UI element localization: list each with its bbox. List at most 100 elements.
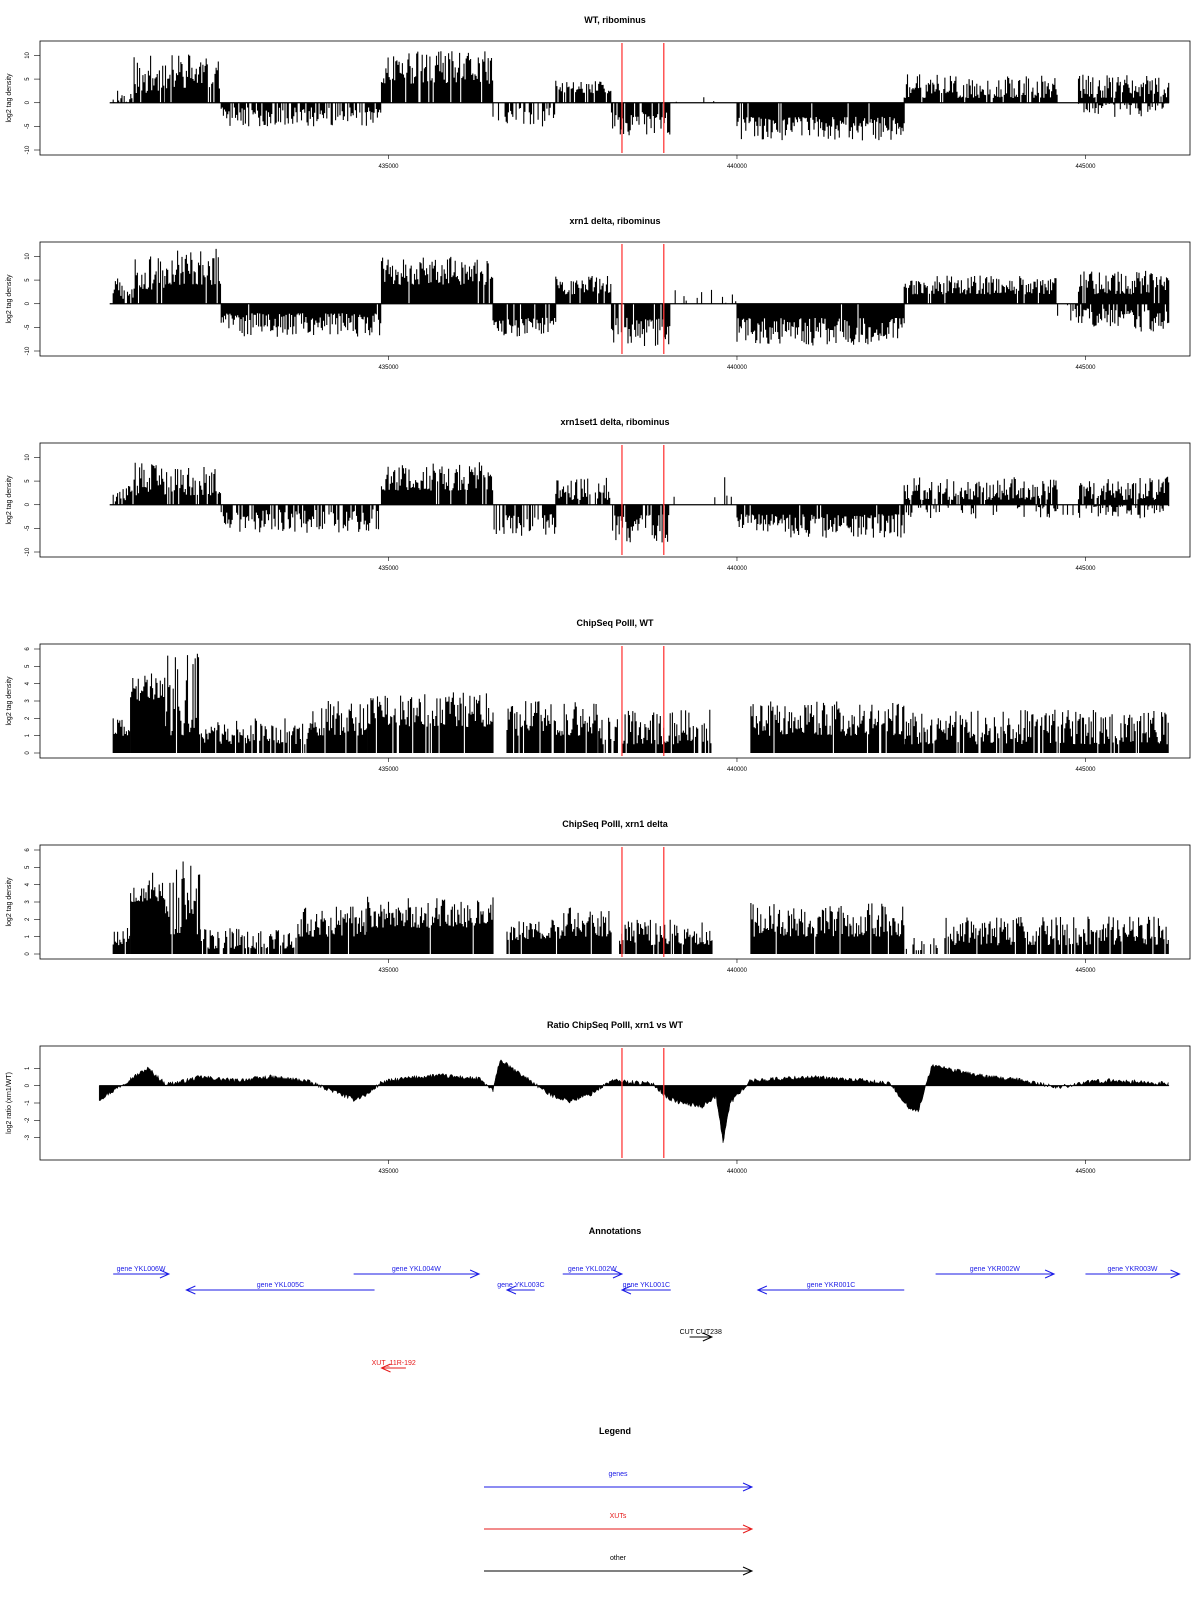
- panel-title: ChipSeq PolII, xrn1 delta: [562, 819, 669, 829]
- y-tick-label: 5: [25, 865, 31, 869]
- y-tick-label: 0: [25, 301, 31, 305]
- feature-label: gene YKL001C: [623, 1282, 670, 1289]
- annotation-feature: gene YKR002W: [935, 1266, 1056, 1279]
- y-tick-label: 10: [25, 252, 31, 259]
- feature-label: gene YKR003W: [1107, 1266, 1157, 1273]
- bar-segment: [736, 102, 905, 141]
- feature-label: gene YKL005C: [257, 1282, 304, 1289]
- bar-segment: [367, 692, 494, 753]
- feature-arrow-head: [756, 1285, 768, 1295]
- legend-label: other: [610, 1555, 627, 1562]
- legend-title: Legend: [599, 1426, 631, 1436]
- y-tick-label: -5: [25, 324, 31, 330]
- x-tick-label: 445000: [1075, 365, 1096, 371]
- annotation-feature: CUT CUT238: [680, 1329, 722, 1342]
- bar-segment: [750, 903, 905, 954]
- bar-segment: [164, 467, 222, 505]
- x-tick-label: 445000: [1075, 968, 1096, 974]
- feature-label: CUT CUT238: [680, 1329, 722, 1336]
- bar-segment: [220, 303, 382, 337]
- bar-segment: [133, 55, 165, 103]
- bar-segment: [112, 718, 131, 753]
- feature-arrow-head: [620, 1285, 632, 1295]
- y-tick-label: -5: [25, 123, 31, 129]
- y-tick-label: 3: [25, 699, 31, 703]
- y-tick-label: -2: [25, 1117, 31, 1123]
- y-tick-label: 10: [25, 453, 31, 460]
- bar-segment: [130, 673, 166, 753]
- x-tick-label: 445000: [1075, 767, 1096, 773]
- x-tick-label: 435000: [378, 767, 399, 773]
- data-bars: [112, 248, 1170, 346]
- annotation-feature: gene YKL005C: [185, 1282, 375, 1295]
- track-panel-1: WT, ribominus log2 tag density -10 -5 0 5 10 43…: [6, 15, 1191, 170]
- bar-segment: [200, 718, 312, 753]
- plot-frame: [39, 241, 1191, 357]
- legend-label: genes: [608, 1471, 628, 1478]
- bar-segment: [903, 74, 1058, 103]
- y-tick-label: 1: [25, 733, 31, 737]
- x-tick-label: 445000: [1075, 164, 1096, 170]
- bar-segment: [220, 102, 382, 127]
- y-tick-label: 0: [25, 751, 31, 755]
- bar-segment: [612, 504, 670, 543]
- feature-arrow-head: [469, 1269, 481, 1279]
- track-panel-6: Ratio ChipSeq PolII, xrn1 vs WT log2 rati…: [6, 1020, 1191, 1175]
- annotation-feature: gene YKL004W: [353, 1266, 481, 1279]
- y-tick-label: 4: [25, 882, 31, 886]
- annotation-feature: gene YKR003W: [1085, 1266, 1181, 1279]
- panel-title: xrn1set1 delta, ribominus: [560, 417, 669, 427]
- bar-segment: [130, 872, 166, 954]
- x-tick-label: 435000: [378, 365, 399, 371]
- bar-segment: [220, 504, 380, 533]
- y-axis-label: log2 tag density: [6, 475, 13, 525]
- x-tick-label: 435000: [378, 968, 399, 974]
- y-tick-label: -3: [25, 1134, 31, 1140]
- y-tick-label: 2: [25, 716, 31, 720]
- x-tick-label: 440000: [727, 566, 748, 572]
- bar-segment: [1077, 270, 1170, 304]
- data-bars: [112, 861, 1169, 954]
- feature-label: gene YKL002W: [568, 1266, 617, 1273]
- y-tick-label: -10: [25, 145, 31, 154]
- feature-label: XUT_11R-192: [372, 1360, 416, 1367]
- annotation-feature: gene YKL002W: [562, 1266, 624, 1279]
- bar-segment: [112, 486, 133, 505]
- legend-label: XUTs: [610, 1513, 627, 1520]
- panel-title: ChipSeq PolII, WT: [577, 618, 654, 628]
- bar-segment: [610, 303, 671, 346]
- feature-arrow-head: [159, 1269, 171, 1279]
- bar-segment: [1077, 504, 1170, 519]
- plot-frame: [39, 442, 1191, 558]
- annotation-feature: XUT_11R-192: [372, 1360, 416, 1373]
- feature-label: gene YKL003C: [497, 1282, 544, 1289]
- legend-item: XUTs: [484, 1513, 754, 1534]
- legend-arrow-head: [742, 1566, 754, 1576]
- y-tick-label: 5: [25, 77, 31, 81]
- bar-segment: [164, 653, 201, 753]
- bar-segment: [1077, 476, 1170, 505]
- y-tick-label: 5: [25, 664, 31, 668]
- x-tick-label: 445000: [1075, 1169, 1096, 1175]
- legend-panel: Legend genes XUTs other: [484, 1426, 754, 1576]
- y-tick-label: 4: [25, 681, 31, 685]
- y-tick-label: -10: [25, 346, 31, 355]
- bar-segment: [133, 462, 166, 505]
- feature-arrow-head: [505, 1285, 517, 1295]
- plot-frame: [39, 844, 1191, 960]
- bar-segment: [297, 906, 368, 954]
- bar-segment: [905, 938, 946, 954]
- x-tick-label: 440000: [727, 1169, 748, 1175]
- x-tick-label: 435000: [378, 566, 399, 572]
- y-tick-label: 0: [25, 1083, 31, 1087]
- legend-item: genes: [484, 1471, 754, 1492]
- legend-item: other: [484, 1555, 754, 1576]
- bar-segment: [1077, 74, 1170, 103]
- feature-label: gene YKR001C: [807, 1282, 856, 1289]
- x-tick-label: 440000: [727, 164, 748, 170]
- y-tick-label: 1: [25, 1066, 31, 1070]
- bar-segment: [905, 504, 1057, 519]
- bar-segment: [506, 919, 563, 954]
- bar-segment: [673, 477, 732, 505]
